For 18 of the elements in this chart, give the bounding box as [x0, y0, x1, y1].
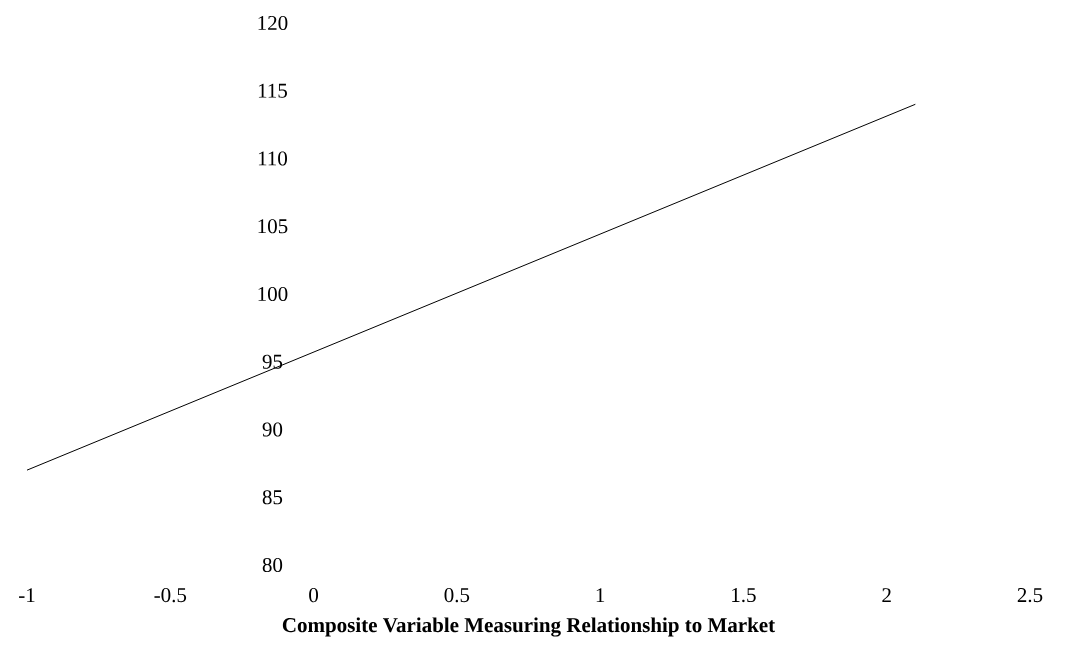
- y-tick-label: 110: [258, 151, 288, 166]
- x-tick-label: 1.5: [732, 588, 756, 603]
- y-tick-label: 115: [258, 83, 287, 98]
- x-tick-label: 1: [596, 588, 605, 603]
- x-tick-label: 2: [882, 588, 891, 603]
- y-tick-label: 80: [262, 557, 283, 573]
- x-axis-title: Composite Variable Measuring Relationship to Market: [282, 617, 776, 637]
- x-tick-label: -1: [19, 588, 35, 603]
- y-tick-label: 120: [258, 15, 288, 31]
- x-tick-label: -0.5: [154, 588, 187, 603]
- y-tick-label: 95: [262, 354, 283, 369]
- x-tick-label: 2.5: [1017, 588, 1043, 603]
- y-tick-label: 85: [262, 490, 283, 505]
- x-tick-label: 0: [309, 588, 319, 603]
- y-tick-label: 100: [258, 286, 288, 302]
- y-tick-label: 105: [258, 219, 288, 234]
- y-tick-label: 90: [262, 422, 283, 437]
- x-tick-label: 0.5: [444, 588, 470, 603]
